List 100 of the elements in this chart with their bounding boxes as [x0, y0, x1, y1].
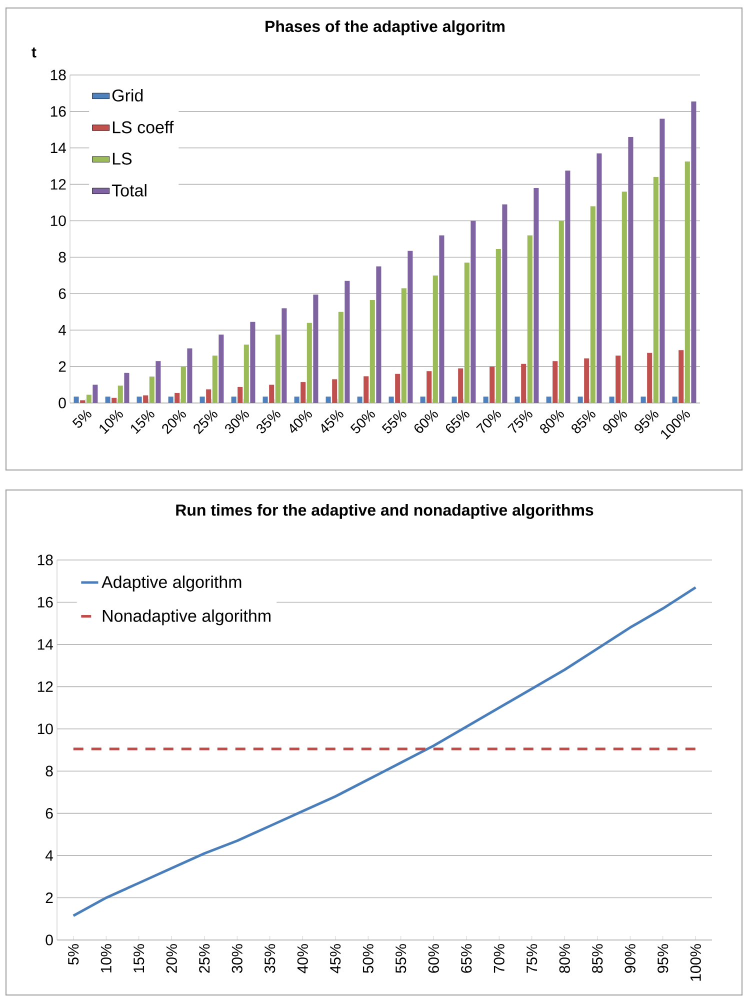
- bar: [401, 288, 406, 403]
- x-tick-label: 50%: [362, 944, 374, 973]
- bar: [364, 376, 369, 403]
- bar: [376, 266, 382, 403]
- bar: [262, 396, 268, 403]
- bar: [332, 379, 338, 403]
- x-tick-label: 75%: [526, 944, 538, 973]
- bar: [388, 396, 394, 403]
- bar: [640, 396, 646, 403]
- x-tick-label: 60%: [428, 944, 439, 973]
- legend-label: Grid: [112, 89, 143, 102]
- bar: [452, 396, 457, 403]
- bar: [306, 322, 312, 403]
- bar: [584, 358, 590, 403]
- bar: [420, 396, 426, 403]
- y-tick-label: 16: [38, 596, 53, 608]
- x-tick-label: 30%: [225, 410, 249, 434]
- x-tick-label: 95%: [634, 410, 658, 434]
- y-tick-label: 4: [58, 324, 66, 336]
- bar: [546, 396, 552, 403]
- y-tick-label: 12: [38, 681, 53, 692]
- y-tick-label: 12: [50, 179, 66, 190]
- bar: [660, 118, 665, 403]
- bar: [124, 372, 130, 403]
- x-tick-label: 75%: [508, 410, 532, 433]
- y-tick-label: 8: [46, 766, 53, 776]
- y-tick-label: 16: [50, 106, 66, 117]
- x-tick-label: 45%: [321, 410, 344, 433]
- x-tick-label: 70%: [476, 410, 501, 433]
- bar: [92, 384, 98, 403]
- bar: [174, 392, 180, 403]
- bar: [527, 235, 532, 403]
- y-tick-label: 8: [58, 252, 66, 263]
- bar: [250, 322, 256, 403]
- bar: [326, 396, 331, 403]
- x-tick-label: 60%: [414, 410, 438, 433]
- bar: [244, 344, 249, 403]
- bar: [458, 368, 464, 403]
- x-tick-label: 10%: [100, 944, 112, 972]
- bar: [647, 352, 652, 403]
- bar: [80, 400, 86, 403]
- y-tick-label: 2: [58, 361, 66, 372]
- bar: [370, 300, 375, 403]
- x-tick-label: 35%: [256, 410, 280, 434]
- x-tick-label: 45%: [330, 944, 341, 974]
- bar: [200, 396, 205, 403]
- x-tick-label: 95%: [658, 944, 668, 973]
- bar: [426, 371, 432, 403]
- y-tick-label: 0: [46, 934, 53, 946]
- bar: [590, 206, 596, 403]
- bar: [112, 398, 117, 403]
- x-tick-label: 90%: [603, 410, 627, 434]
- bar: [300, 382, 306, 403]
- y-axis-title: t: [32, 48, 36, 58]
- bar: [502, 204, 508, 403]
- bar: [622, 192, 627, 403]
- bar: [691, 101, 696, 403]
- legend-label: Nonadaptive algorithm: [102, 609, 270, 626]
- bar: [439, 235, 444, 403]
- x-tick-label: 40%: [290, 410, 312, 433]
- bar: [628, 136, 634, 403]
- bar: [596, 153, 602, 403]
- y-tick-label: 2: [46, 892, 53, 904]
- bar: [395, 374, 400, 403]
- bar: [168, 396, 174, 403]
- bar: [74, 396, 79, 403]
- x-tick-label: 80%: [559, 944, 570, 973]
- chart-title: Run times for the adaptive and nonadaptive algorithms: [176, 504, 594, 519]
- bar: [534, 188, 539, 403]
- x-tick-label: 50%: [350, 410, 375, 434]
- y-tick-label: 6: [58, 288, 66, 299]
- bar: [86, 394, 92, 403]
- bar: [143, 395, 148, 403]
- bar: [464, 262, 470, 403]
- y-tick-label: 18: [50, 70, 66, 80]
- bar: [282, 308, 287, 403]
- x-tick-label: 55%: [382, 410, 406, 434]
- y-tick-label: 6: [46, 808, 53, 819]
- x-tick-label: 5%: [68, 944, 79, 965]
- bar: [275, 334, 280, 403]
- bar: [496, 249, 501, 403]
- bar: [653, 177, 658, 403]
- bar: [180, 366, 186, 403]
- x-tick-label: 55%: [396, 944, 406, 973]
- bar: [105, 396, 110, 403]
- bar: [231, 396, 236, 403]
- x-tick-label: 85%: [572, 410, 596, 434]
- chart-title: Phases of the adaptive algoritm: [266, 20, 504, 36]
- bar: [483, 396, 488, 403]
- bar: [136, 396, 142, 403]
- bar: [357, 396, 362, 403]
- legend-label: Adaptive algorithm: [102, 576, 242, 592]
- legend-label: LS coeff: [112, 120, 174, 134]
- bar: [514, 396, 520, 403]
- bar: [672, 396, 678, 403]
- x-tick-label: 25%: [199, 944, 210, 973]
- bar: [552, 361, 558, 403]
- bar: [149, 376, 154, 403]
- x-tick-label: 100%: [690, 944, 701, 981]
- x-tick-label: 65%: [446, 410, 470, 433]
